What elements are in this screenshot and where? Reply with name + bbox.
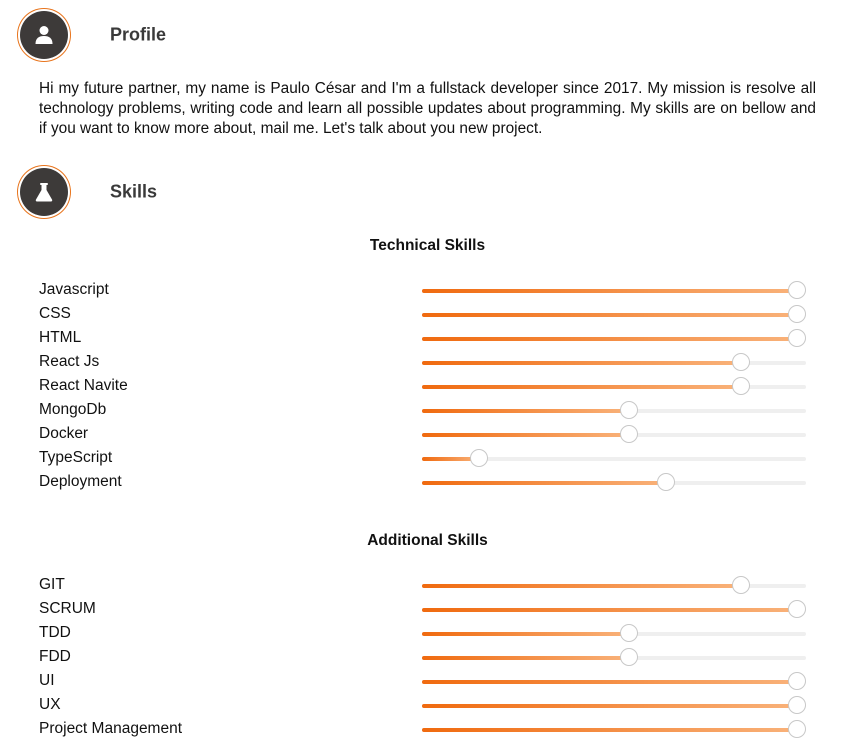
technical-skills-title: Technical Skills bbox=[369, 237, 486, 254]
skill-slider[interactable] bbox=[422, 473, 806, 491]
skill-slider-fill bbox=[422, 433, 629, 437]
skill-slider-fill bbox=[422, 313, 797, 317]
skill-slider-thumb[interactable] bbox=[620, 401, 638, 419]
skill-slider-fill bbox=[422, 704, 797, 708]
skill-slider-fill bbox=[422, 289, 797, 293]
skill-row: MongoDb bbox=[39, 398, 819, 422]
skill-slider-thumb[interactable] bbox=[732, 353, 750, 371]
skill-slider[interactable] bbox=[422, 720, 806, 738]
skill-slider-fill bbox=[422, 361, 741, 365]
skill-slider[interactable] bbox=[422, 401, 806, 419]
skill-slider-thumb[interactable] bbox=[620, 425, 638, 443]
profile-badge bbox=[20, 11, 68, 59]
skill-slider-thumb[interactable] bbox=[732, 576, 750, 594]
skill-row: CSS bbox=[39, 302, 819, 326]
skill-slider-fill bbox=[422, 680, 797, 684]
skill-row: TDD bbox=[39, 621, 819, 645]
skill-label: Deployment bbox=[39, 473, 122, 490]
skill-label: GIT bbox=[39, 576, 65, 593]
skill-slider[interactable] bbox=[422, 329, 806, 347]
skill-slider-fill bbox=[422, 409, 629, 413]
skill-slider[interactable] bbox=[422, 449, 806, 467]
skill-slider[interactable] bbox=[422, 377, 806, 395]
skill-label: Javascript bbox=[39, 281, 109, 298]
skill-row: Javascript bbox=[39, 278, 819, 302]
skill-label: React Js bbox=[39, 353, 100, 370]
skill-slider-thumb[interactable] bbox=[470, 449, 488, 467]
skill-slider-thumb[interactable] bbox=[620, 624, 638, 642]
skill-slider[interactable] bbox=[422, 425, 806, 443]
skill-slider-fill bbox=[422, 385, 741, 389]
skill-row: Project Management bbox=[39, 717, 819, 741]
skill-slider[interactable] bbox=[422, 281, 806, 299]
skill-label: FDD bbox=[39, 648, 71, 665]
skill-slider-fill bbox=[422, 656, 629, 660]
skill-slider[interactable] bbox=[422, 624, 806, 642]
skill-slider[interactable] bbox=[422, 648, 806, 666]
skill-slider[interactable] bbox=[422, 672, 806, 690]
skill-row: GIT bbox=[39, 573, 819, 597]
profile-title: Profile bbox=[110, 24, 167, 45]
skill-row: HTML bbox=[39, 326, 819, 350]
skill-slider-fill bbox=[422, 584, 741, 588]
skill-row: FDD bbox=[39, 645, 819, 669]
flask-icon bbox=[33, 181, 55, 203]
skill-row: SCRUM bbox=[39, 597, 819, 621]
skill-slider-thumb[interactable] bbox=[788, 281, 806, 299]
skill-slider-fill bbox=[422, 337, 797, 341]
skill-slider[interactable] bbox=[422, 696, 806, 714]
profile-header: Profile bbox=[20, 11, 166, 59]
skill-slider-thumb[interactable] bbox=[788, 696, 806, 714]
profile-bio: Hi my future partner, my name is Paulo C… bbox=[39, 80, 816, 137]
skill-label: Project Management bbox=[39, 720, 183, 737]
skill-label: HTML bbox=[39, 329, 82, 346]
skill-row: React Navite bbox=[39, 374, 819, 398]
skill-slider[interactable] bbox=[422, 353, 806, 371]
skill-slider-thumb[interactable] bbox=[788, 329, 806, 347]
skill-label: React Navite bbox=[39, 377, 128, 394]
skill-slider[interactable] bbox=[422, 576, 806, 594]
additional-skills-title: Additional Skills bbox=[367, 532, 488, 549]
skill-slider[interactable] bbox=[422, 305, 806, 323]
skill-slider-fill bbox=[422, 728, 797, 732]
skill-label: MongoDb bbox=[39, 401, 107, 418]
skill-row: TypeScript bbox=[39, 446, 819, 470]
skill-slider-thumb[interactable] bbox=[620, 648, 638, 666]
skill-slider-fill bbox=[422, 457, 479, 461]
skills-header: Skills bbox=[20, 168, 157, 216]
skill-label: Docker bbox=[39, 425, 89, 442]
skill-slider-thumb[interactable] bbox=[788, 305, 806, 323]
skill-label: UI bbox=[39, 672, 55, 689]
skill-label: CSS bbox=[39, 305, 71, 322]
skills-badge bbox=[20, 168, 68, 216]
skill-label: SCRUM bbox=[39, 600, 96, 617]
skill-slider-thumb[interactable] bbox=[788, 672, 806, 690]
skill-slider-fill bbox=[422, 481, 666, 485]
skill-row: UX bbox=[39, 693, 819, 717]
skill-row: Docker bbox=[39, 422, 819, 446]
skill-slider-thumb[interactable] bbox=[788, 720, 806, 738]
skill-label: TypeScript bbox=[39, 449, 113, 466]
skill-row: React Js bbox=[39, 350, 819, 374]
skill-label: UX bbox=[39, 696, 61, 713]
skills-title: Skills bbox=[110, 181, 158, 202]
user-icon bbox=[33, 24, 55, 46]
skill-slider-thumb[interactable] bbox=[788, 600, 806, 618]
skill-slider-thumb[interactable] bbox=[732, 377, 750, 395]
skill-label: TDD bbox=[39, 624, 71, 641]
skill-slider-fill bbox=[422, 632, 629, 636]
skill-row: UI bbox=[39, 669, 819, 693]
skill-slider[interactable] bbox=[422, 600, 806, 618]
skill-row: Deployment bbox=[39, 470, 819, 494]
skill-slider-thumb[interactable] bbox=[657, 473, 675, 491]
skill-slider-fill bbox=[422, 608, 797, 612]
